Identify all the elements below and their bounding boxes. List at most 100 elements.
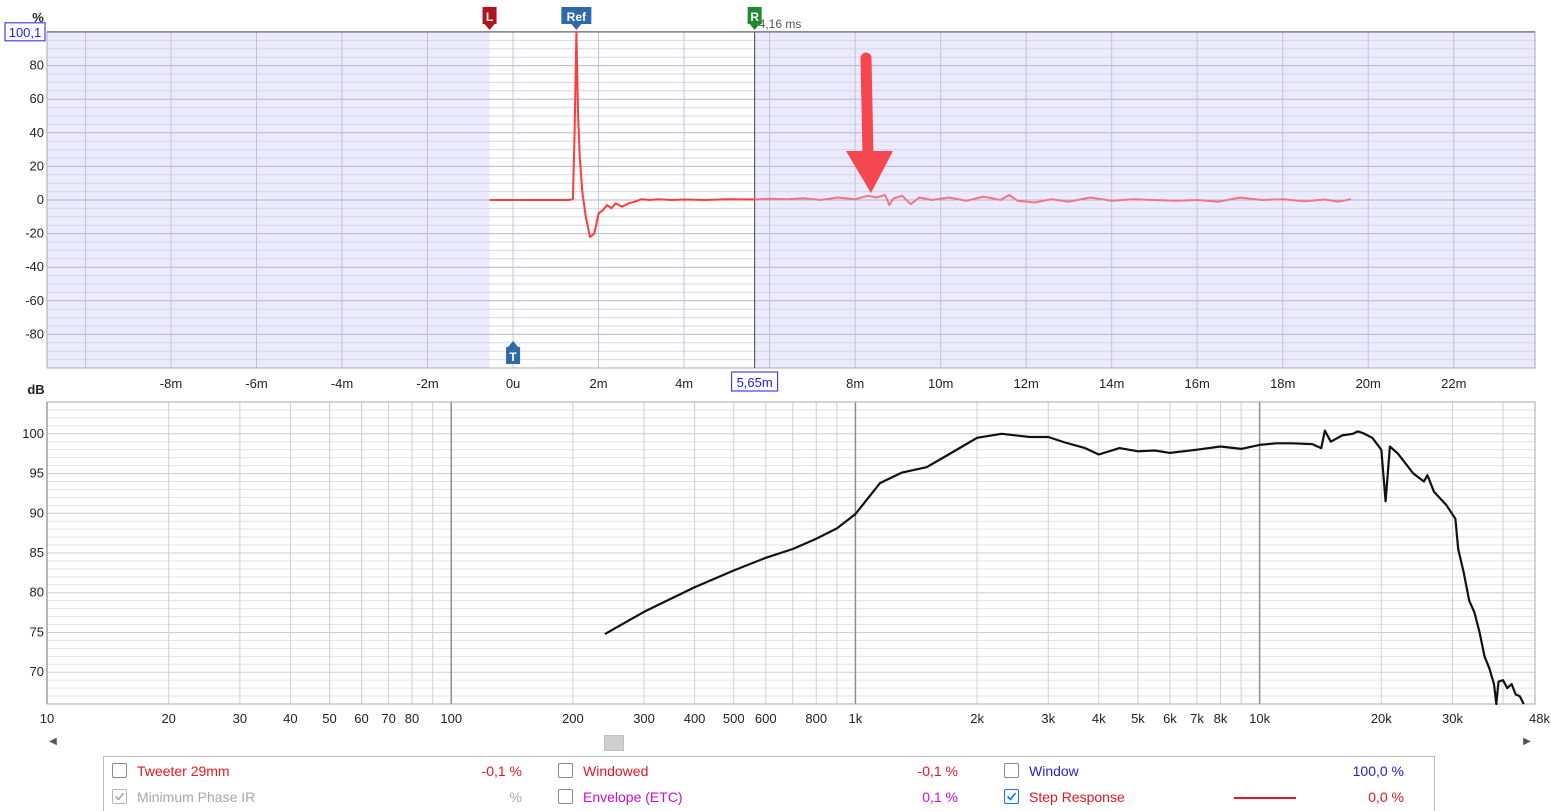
checkbox[interactable] — [558, 763, 573, 778]
x-tick-label: 80 — [405, 711, 419, 726]
x-tick-label: 100 — [440, 711, 462, 726]
x-tick-label: 200 — [562, 711, 584, 726]
marker-flag — [561, 7, 592, 24]
legend-value: % — [509, 789, 522, 805]
legend-value: 0,1 % — [922, 789, 958, 805]
cursor-x-label: 5,65m — [737, 375, 773, 390]
marker-label: L — [486, 10, 493, 24]
scroll-thumb[interactable] — [604, 735, 624, 751]
x-tick-label: -6m — [245, 376, 267, 391]
legend-item-minimum-phase-ir[interactable]: Minimum Phase IR % — [112, 787, 522, 807]
right-arrow-icon[interactable]: ▶ — [1523, 736, 1531, 747]
legend-label: Step Response — [1029, 789, 1125, 805]
x-tick-label: 50 — [322, 711, 336, 726]
checkbox[interactable] — [558, 789, 573, 804]
x-tick-label: 3k — [1041, 711, 1055, 726]
annotation-arrow-shaft — [860, 52, 874, 161]
x-tick-label: -4m — [331, 376, 353, 391]
x-tick-label: 12m — [1014, 376, 1039, 391]
checkbox-checked[interactable] — [112, 789, 127, 804]
y-tick-label: 75 — [30, 624, 44, 639]
y-tick-label: 95 — [30, 466, 44, 481]
legend-label: Window — [1029, 763, 1079, 779]
left-arrow-icon[interactable]: ◀ — [49, 736, 57, 747]
y-tick-label: 85 — [30, 545, 44, 560]
marker-l-icon[interactable]: L — [482, 7, 497, 30]
x-tick-label: -2m — [416, 376, 438, 391]
checkbox-checked[interactable] — [1004, 789, 1019, 804]
cursor-y-box: 100,1 — [4, 22, 46, 42]
y-tick-label: -80 — [25, 326, 44, 341]
x-tick-label: 2k — [970, 711, 984, 726]
scroll-track[interactable] — [62, 734, 1518, 751]
x-tick-label: 30k — [1442, 711, 1463, 726]
x-tick-label: 8m — [846, 376, 864, 391]
y-tick-label: 80 — [30, 58, 44, 73]
x-tick-label: 2m — [590, 376, 608, 391]
legend-item-window[interactable]: Window 100,0 % — [1004, 761, 1404, 781]
cursor-readout: 4,16 ms — [759, 17, 802, 31]
legend-line-swatch — [1234, 797, 1296, 799]
cursor-y-box-frame — [4, 22, 46, 42]
marker-pointer — [571, 24, 582, 30]
y-tick-label: 70 — [30, 664, 44, 679]
legend-item-step-response[interactable]: Step Response 0,0 % — [1004, 787, 1404, 807]
x-tick-label: 20m — [1356, 376, 1381, 391]
y-axis-label: dB — [27, 382, 44, 397]
x-tick-label: 4m — [675, 376, 693, 391]
x-tick-label: 1k — [849, 711, 863, 726]
x-tick-label: 10 — [40, 711, 54, 726]
x-tick-label: 400 — [684, 711, 706, 726]
legend-item-tweeter[interactable]: Tweeter 29mm -0,1 % — [112, 761, 522, 781]
legend-value: 0,0 % — [1368, 789, 1404, 805]
x-tick-label: 16m — [1185, 376, 1210, 391]
horizontal-scrollbar[interactable]: ◀ ▶ — [46, 734, 1534, 751]
marker-t-icon[interactable]: T — [506, 341, 521, 364]
x-tick-label: 800 — [805, 711, 827, 726]
checkbox[interactable] — [112, 763, 127, 778]
x-tick-label: 30 — [233, 711, 247, 726]
legend-value: 100,0 % — [1352, 763, 1404, 779]
marker-r-icon[interactable]: R — [747, 7, 762, 30]
cursor-x-box-frame — [731, 371, 779, 392]
x-tick-label: 300 — [633, 711, 655, 726]
marker-label: R — [750, 10, 759, 24]
x-tick-label: 60 — [354, 711, 368, 726]
legend-item-envelope-etc[interactable]: Envelope (ETC) 0,1 % — [558, 787, 958, 807]
annotation-arrow-head — [846, 151, 893, 193]
x-tick-label: 8k — [1214, 711, 1228, 726]
red-down-arrow-icon — [846, 52, 893, 193]
marker-label: T — [509, 350, 517, 364]
x-tick-label: 20 — [161, 711, 175, 726]
series-line-0 — [489, 31, 755, 238]
legend-label: Windowed — [583, 763, 649, 779]
legend-item-windowed[interactable]: Windowed -0,1 % — [558, 761, 958, 781]
legend-label: Tweeter 29mm — [137, 763, 230, 779]
x-tick-label: 6k — [1163, 711, 1177, 726]
x-tick-label: 20k — [1371, 711, 1392, 726]
x-tick-label: 40 — [283, 711, 297, 726]
x-tick-label: 18m — [1270, 376, 1295, 391]
marker-label: Ref — [567, 10, 587, 24]
cursor-y-label: 100,1 — [9, 25, 42, 40]
x-tick-label: 70 — [381, 711, 395, 726]
y-tick-label: -60 — [25, 293, 44, 308]
marker-pointer — [508, 341, 519, 347]
legend-value: -0,1 % — [481, 763, 522, 779]
y-tick-label: 80 — [30, 585, 44, 600]
checkbox[interactable] — [1004, 763, 1019, 778]
check-icon — [114, 792, 125, 801]
y-tick-label: -40 — [25, 259, 44, 274]
x-tick-label: 4k — [1092, 711, 1106, 726]
x-tick-label: 22m — [1441, 376, 1466, 391]
marker-ref-icon[interactable]: Ref — [561, 7, 592, 30]
y-axis-label: % — [32, 10, 44, 25]
y-tick-label: 100 — [22, 426, 44, 441]
x-tick-label: 600 — [755, 711, 777, 726]
y-tick-label: 60 — [30, 91, 44, 106]
y-tick-label: -20 — [25, 226, 44, 241]
marker-pointer — [484, 24, 495, 30]
marker-flag — [482, 7, 497, 24]
y-tick-label: 90 — [30, 505, 44, 520]
